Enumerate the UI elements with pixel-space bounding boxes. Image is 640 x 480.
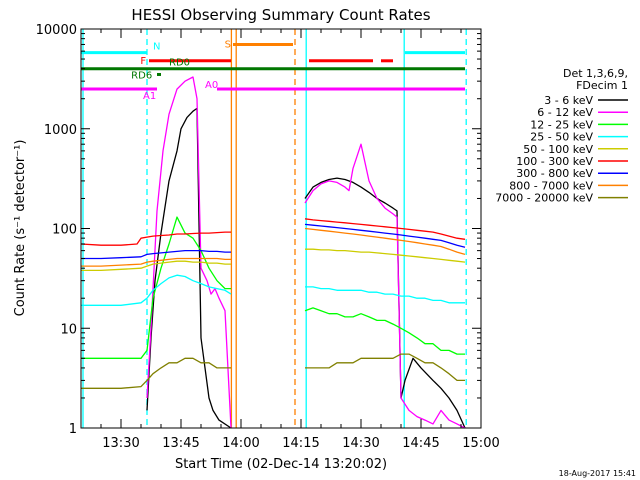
legend-label-7: 800 - 7000 keV: [509, 179, 593, 192]
x-tick-label-105: 14:45: [402, 436, 439, 451]
series-6-part-0: [81, 249, 231, 260]
series-8-part-0: [81, 357, 231, 389]
flag-label-a1: A1: [143, 91, 156, 102]
legend-label-3: 25 - 50 keV: [530, 131, 593, 144]
legend-label-2: 12 - 25 keV: [530, 118, 593, 131]
y-tick-label-10: 10: [60, 322, 77, 337]
series-6-part-1: [304, 223, 466, 248]
plot-area: N S F RD0 RD6 A1 A0: [80, 29, 467, 429]
x-tick-label-45: 13:45: [162, 436, 199, 451]
series-7-part-0: [81, 257, 231, 267]
flag-label-rd6: RD6: [131, 70, 152, 81]
legend-title-line-0: Det 1,3,6,9,: [563, 67, 628, 80]
series-2-part-0: [81, 216, 231, 359]
y-tick-label-10000: 10000: [36, 23, 77, 38]
y-tick-label-1: 1: [69, 422, 77, 437]
series-3-part-0: [81, 274, 232, 306]
series-1-part-0: [146, 76, 232, 429]
legend-label-8: 7000 - 20000 keV: [495, 192, 593, 205]
flag-label-n: N: [153, 42, 160, 53]
series-7-part-1: [304, 227, 466, 256]
series-4-part-1: [305, 248, 466, 263]
legend-label-1: 6 - 12 keV: [537, 106, 593, 119]
legend-label-5: 100 - 300 keV: [516, 155, 593, 168]
axes: 13:30 13:45 14:00 14:15 14:30 14:45 15:00 1 10 10…: [36, 23, 500, 451]
x-tick-label-60: 14:00: [222, 436, 259, 451]
flag-label-s: S: [225, 39, 231, 50]
x-tick-label-30: 13:30: [102, 436, 139, 451]
series-2-part-1: [304, 307, 465, 355]
series-0-part-1: [304, 177, 466, 429]
legend-label-6: 300 - 800 keV: [516, 167, 593, 180]
x-axis-label: Start Time (02-Dec-14 13:20:02): [175, 457, 387, 472]
series-1-part-1: [304, 143, 466, 429]
y-tick-label-1000: 1000: [44, 123, 77, 138]
series-5-part-0: [80, 231, 231, 246]
series-5-part-1: [304, 218, 466, 240]
flag-label-rd0: RD0: [169, 58, 190, 69]
flag-label-f: F: [140, 56, 146, 67]
y-axis-label: Count Rate (s⁻¹ detector⁻¹): [13, 140, 28, 317]
legend-label-0: 3 - 6 keV: [544, 94, 593, 107]
chart-title: HESSI Observing Summary Count Rates: [131, 6, 430, 24]
footer-date: 18-Aug-2017 15:41: [559, 469, 636, 478]
x-tick-label-120: 15:00: [462, 436, 499, 451]
series-8-part-1: [305, 353, 465, 382]
series-4-part-0: [81, 260, 231, 272]
series-3-part-1: [305, 286, 465, 304]
x-tick-label-75: 14:15: [282, 436, 319, 451]
flag-label-a0: A0: [205, 80, 218, 91]
y-tick-label-100: 100: [52, 223, 77, 238]
x-tick-label-90: 14:30: [342, 436, 379, 451]
series-0-part-0: [146, 107, 232, 429]
legend-title-line-1: FDecim 1: [576, 79, 628, 92]
legend-label-4: 50 - 100 keV: [523, 143, 593, 156]
